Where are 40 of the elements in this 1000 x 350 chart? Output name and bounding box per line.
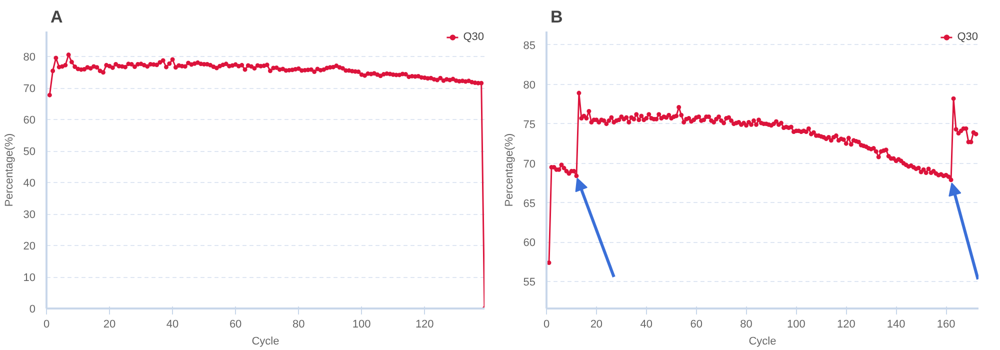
x-tick-label: 0 — [543, 318, 550, 330]
x-tick-label: 40 — [166, 318, 179, 330]
x-tick-label: 80 — [292, 318, 305, 330]
y-axis-title: Percentage(%) — [503, 133, 516, 207]
y-tick-label: 0 — [29, 304, 36, 316]
legend-label: Q30 — [957, 31, 978, 43]
y-tick-label: 75 — [523, 118, 536, 131]
x-tick-label: 160 — [936, 318, 956, 330]
x-tick-label: 60 — [229, 318, 242, 330]
y-tick-label: 80 — [523, 79, 536, 92]
x-tick-label: 20 — [103, 318, 116, 330]
y-tick-label: 70 — [23, 83, 36, 96]
y-tick-label: 65 — [523, 198, 536, 210]
x-tick-label: 120 — [415, 318, 434, 330]
x-tick-label: 120 — [836, 318, 856, 330]
x-tick-label: 40 — [640, 318, 653, 330]
x-tick-label: 100 — [787, 318, 806, 330]
x-axis-title: Cycle — [748, 336, 776, 348]
y-tick-label: 30 — [23, 209, 36, 222]
chart-title: B — [550, 8, 563, 26]
y-tick-label: 40 — [23, 178, 36, 190]
y-tick-label: 10 — [23, 272, 36, 284]
x-tick-label: 60 — [690, 318, 702, 330]
legend-label: Q30 — [463, 31, 484, 43]
y-tick-label: 55 — [523, 276, 536, 289]
y-tick-label: 60 — [523, 237, 536, 250]
x-axis-title: Cycle — [252, 336, 280, 348]
y-tick-label: 80 — [23, 52, 36, 64]
y-tick-label: 60 — [23, 114, 36, 127]
y-tick-label: 85 — [523, 40, 536, 52]
x-tick-label: 0 — [43, 318, 50, 330]
x-tick-label: 140 — [886, 318, 906, 330]
y-tick-label: 20 — [23, 240, 36, 253]
x-tick-label: 100 — [352, 318, 371, 330]
x-tick-label: 20 — [590, 318, 603, 330]
x-tick-label: 80 — [740, 318, 752, 330]
y-tick-label: 70 — [523, 158, 536, 170]
chart-title: A — [50, 8, 63, 26]
y-axis-title: Percentage(%) — [3, 133, 16, 207]
y-tick-label: 50 — [23, 146, 36, 158]
